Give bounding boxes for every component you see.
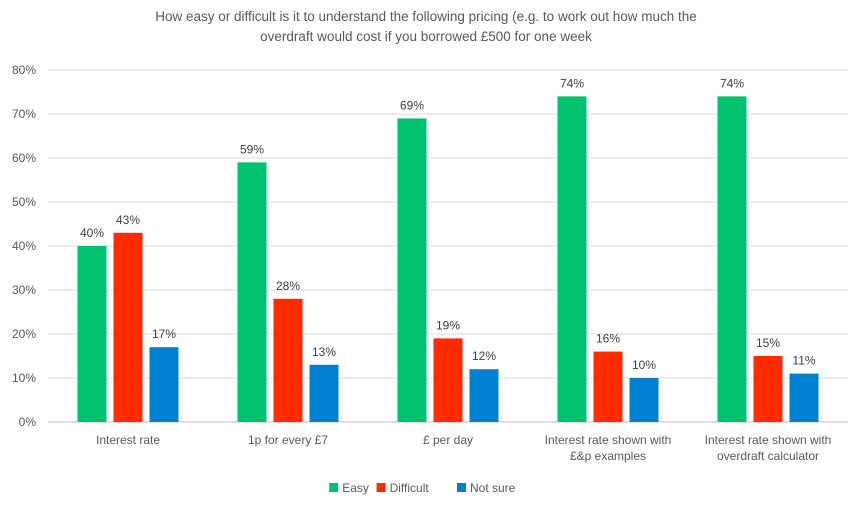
- category-label: 1p for every £7: [248, 433, 328, 447]
- category-label: overdraft calculator: [717, 449, 819, 463]
- bar-difficult: [113, 232, 143, 422]
- data-label: 28%: [276, 279, 300, 293]
- data-label: 11%: [792, 354, 815, 368]
- bar-easy: [397, 118, 427, 423]
- category-label: Interest rate: [96, 433, 160, 447]
- legend-item-easy: Easy: [329, 481, 369, 495]
- y-tick-label: 60%: [12, 151, 36, 165]
- category-labels: Interest rate 1p for every £7 £ per day Int…: [96, 433, 831, 463]
- data-label: 10%: [632, 358, 656, 372]
- data-label: 40%: [80, 226, 104, 240]
- data-label: 15%: [756, 336, 780, 350]
- bar-not-sure: [469, 369, 499, 422]
- y-tick-label: 30%: [12, 283, 36, 297]
- y-tick-label: 0%: [19, 415, 37, 429]
- bar-not-sure: [789, 373, 819, 422]
- y-tick-label: 20%: [12, 327, 36, 341]
- gridlines: [48, 69, 848, 423]
- data-label: 12%: [472, 349, 496, 363]
- legend-label: Easy: [342, 481, 369, 495]
- chart-title: How easy or difficult is it to understan…: [155, 9, 697, 44]
- legend: Easy Difficult Not sure: [329, 481, 516, 495]
- y-tick-label: 80%: [12, 63, 36, 77]
- bar-easy: [237, 162, 267, 422]
- bar-not-sure: [629, 378, 659, 422]
- chart-title-line: overdraft would cost if you borrowed £50…: [260, 29, 592, 44]
- legend-label: Difficult: [390, 481, 430, 495]
- bar-difficult: [273, 298, 303, 422]
- legend-item-not-sure: Not sure: [457, 481, 516, 495]
- y-tick-label: 10%: [12, 371, 36, 385]
- y-axis-ticks: 0% 10% 20% 30% 40% 50% 60% 70% 80%: [12, 63, 36, 429]
- data-label: 74%: [560, 76, 584, 90]
- data-label: 17%: [152, 327, 176, 341]
- y-tick-label: 70%: [12, 107, 36, 121]
- category-label: Interest rate shown with: [705, 433, 832, 447]
- bar-difficult: [433, 338, 463, 422]
- data-label: 19%: [436, 318, 460, 332]
- bar-easy: [557, 96, 587, 423]
- legend-item-difficult: Difficult: [376, 481, 430, 495]
- data-label: 16%: [596, 332, 620, 346]
- category-label: £&p examples: [570, 449, 646, 463]
- data-label: 59%: [240, 142, 264, 156]
- data-labels: 40% 43% 17% 59% 28% 13% 69% 19% 12% 74% 16% 10% 74% 1…: [80, 76, 816, 372]
- data-label: 69%: [400, 98, 424, 112]
- bar-difficult: [753, 356, 783, 422]
- y-tick-label: 40%: [12, 239, 36, 253]
- data-label: 13%: [312, 345, 336, 359]
- bar-easy: [77, 246, 107, 422]
- category-label: £ per day: [423, 433, 473, 447]
- bar-not-sure: [309, 364, 339, 422]
- category-label: Interest rate shown with: [545, 433, 672, 447]
- bar-not-sure: [149, 347, 179, 422]
- bars: [77, 96, 819, 423]
- legend-swatch: [329, 483, 339, 492]
- data-label: 43%: [116, 213, 140, 227]
- y-tick-label: 50%: [12, 195, 36, 209]
- legend-swatch: [376, 483, 386, 492]
- bar-easy: [717, 96, 747, 423]
- bar-difficult: [593, 351, 623, 422]
- chart-title-line: How easy or difficult is it to understan…: [155, 9, 697, 24]
- data-label: 74%: [720, 76, 744, 90]
- legend-label: Not sure: [470, 481, 516, 495]
- legend-swatch: [457, 483, 466, 492]
